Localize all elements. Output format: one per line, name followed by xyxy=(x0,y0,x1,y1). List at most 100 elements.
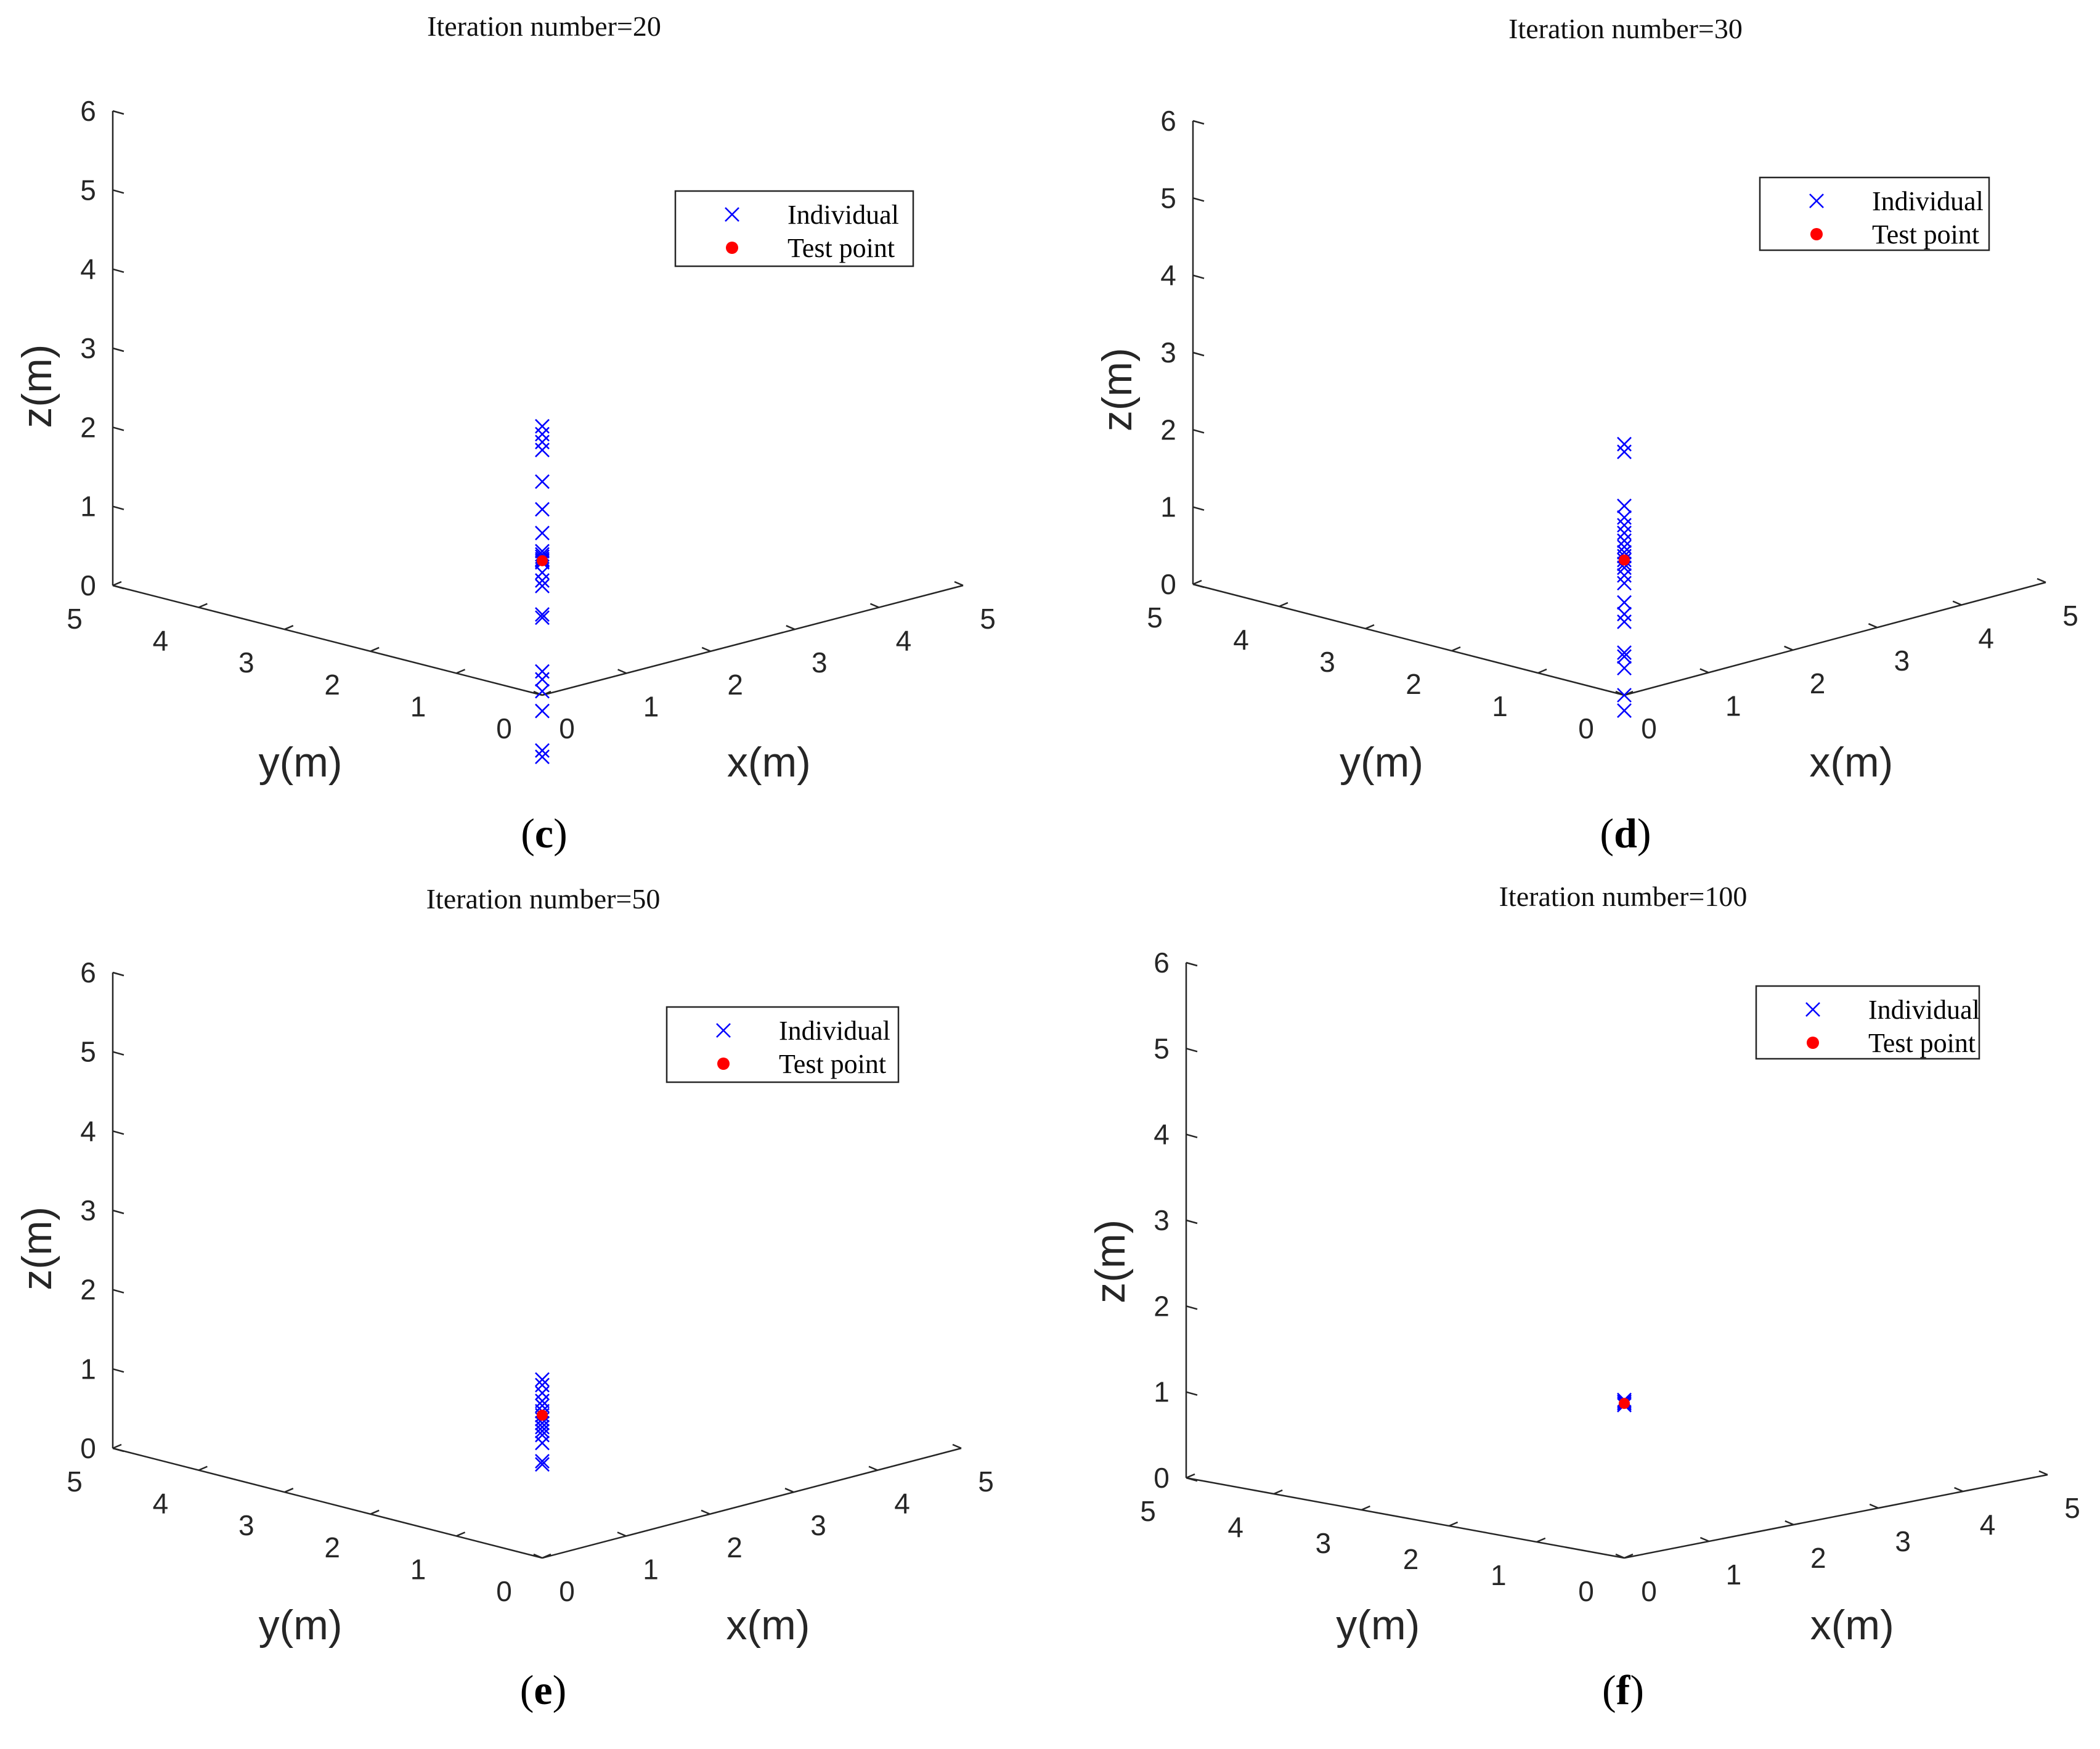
individual-marker xyxy=(535,749,550,765)
y-tick xyxy=(1624,1553,1634,1559)
legend-individual-marker xyxy=(1809,194,1824,208)
y-tick xyxy=(198,603,208,608)
subplot-f: Iteration number=1000123450123450123456x… xyxy=(1087,881,2080,1713)
x-tick xyxy=(1699,1536,1709,1543)
legend-label: Individual xyxy=(779,1016,890,1046)
individual-marker xyxy=(1617,595,1632,610)
x-tick-label: 0 xyxy=(1641,712,1657,744)
x-tick-label: 4 xyxy=(894,1488,910,1520)
x-tick xyxy=(701,1509,710,1515)
x-tick xyxy=(1699,668,1709,674)
z-tick-label: 5 xyxy=(1160,182,1176,214)
individual-marker xyxy=(535,1454,550,1469)
z-tick xyxy=(1186,1477,1198,1482)
z-tick xyxy=(112,505,124,510)
y-tick-label: 5 xyxy=(1140,1495,1156,1527)
y-tick-label: 5 xyxy=(1147,601,1163,634)
y-tick xyxy=(1537,668,1547,674)
chart-title: Iteration number=50 xyxy=(426,883,661,915)
z-axis-label: z(m) xyxy=(1087,1220,1134,1303)
individual-marker xyxy=(1617,661,1632,676)
z-tick xyxy=(1192,197,1205,202)
y-tick-label: 3 xyxy=(238,1509,254,1541)
x-tick-label: 2 xyxy=(1810,1542,1826,1574)
y-tick-label: 1 xyxy=(410,690,426,722)
y-axis-line xyxy=(1186,1477,1625,1559)
y-tick-label: 2 xyxy=(1403,1543,1419,1575)
y-tick xyxy=(1273,1489,1283,1495)
x-tick-label: 0 xyxy=(559,712,575,744)
y-tick-label: 0 xyxy=(1578,712,1594,744)
individual-marker xyxy=(535,1385,550,1401)
individual-marker xyxy=(1617,510,1632,525)
x-tick-label: 1 xyxy=(1726,1559,1742,1591)
individual-marker xyxy=(535,418,550,434)
individual-marker xyxy=(1617,645,1632,660)
caption-letter: e xyxy=(534,1666,552,1713)
x-tick-label: 4 xyxy=(896,625,912,657)
subplot-caption: (c) xyxy=(521,810,568,857)
x-tick-label: 2 xyxy=(726,1531,743,1564)
x-tick xyxy=(868,1466,878,1471)
individual-marker xyxy=(1617,688,1632,703)
y-axis-line xyxy=(112,1447,543,1559)
individual-marker xyxy=(535,474,550,489)
x-tick xyxy=(533,1553,543,1559)
x-axis-label: x(m) xyxy=(727,739,811,786)
z-tick xyxy=(112,426,124,431)
caption-letter: c xyxy=(535,810,553,857)
z-tick-label: 0 xyxy=(1154,1462,1170,1494)
z-tick-label: 4 xyxy=(1160,259,1176,292)
series-individual xyxy=(1617,436,1632,718)
y-tick xyxy=(1536,1537,1546,1543)
individual-marker xyxy=(1617,606,1632,622)
z-tick xyxy=(112,347,124,353)
z-tick-label: 3 xyxy=(80,332,96,364)
z-tick xyxy=(1186,1133,1198,1138)
y-tick xyxy=(1365,624,1375,630)
legend-box xyxy=(665,1006,900,1083)
chart-title: Iteration number=100 xyxy=(1499,881,1748,912)
z-tick-label: 6 xyxy=(1154,947,1170,979)
y-tick xyxy=(370,1509,380,1515)
individual-marker xyxy=(535,1424,550,1439)
legend-label: Test point xyxy=(1872,219,1979,250)
z-tick xyxy=(112,1130,124,1135)
y-tick xyxy=(456,1531,466,1537)
x-tick xyxy=(2038,1470,2048,1476)
x-tick xyxy=(1785,1520,1794,1526)
z-tick xyxy=(1186,1048,1198,1053)
individual-marker xyxy=(535,525,550,540)
z-tick-label: 6 xyxy=(80,95,96,127)
z-tick-label: 4 xyxy=(1154,1119,1170,1151)
y-tick xyxy=(1186,1473,1195,1479)
z-tick-label: 5 xyxy=(80,174,96,206)
z-tick-label: 6 xyxy=(1160,105,1176,137)
individual-marker xyxy=(535,1457,550,1472)
individual-marker xyxy=(535,683,550,699)
z-tick-label: 2 xyxy=(1154,1290,1170,1322)
z-tick xyxy=(1186,1391,1198,1396)
legend-individual-marker xyxy=(716,1023,731,1038)
z-tick xyxy=(1192,506,1205,511)
x-axis-label: x(m) xyxy=(1809,739,1893,786)
y-tick-label: 1 xyxy=(1492,690,1508,722)
y-axis-label: y(m) xyxy=(1336,1602,1420,1649)
y-tick-label: 0 xyxy=(496,712,512,744)
caption-open-paren: ( xyxy=(1600,810,1614,857)
legend-test-point-marker xyxy=(717,1058,730,1070)
y-axis-label: y(m) xyxy=(1340,739,1423,786)
legend-test-point-marker xyxy=(1807,1037,1819,1049)
individual-marker xyxy=(535,1435,550,1451)
y-axis-line xyxy=(112,584,543,696)
y-tick-label: 4 xyxy=(153,1488,169,1520)
series-test-point xyxy=(1619,1398,1630,1409)
individual-marker xyxy=(535,1372,550,1387)
subplot-c: Iteration number=200123450123450123456x(… xyxy=(14,10,996,857)
caption-open-paren: ( xyxy=(520,1666,534,1713)
individual-marker xyxy=(535,434,550,450)
individual-marker xyxy=(535,610,550,626)
